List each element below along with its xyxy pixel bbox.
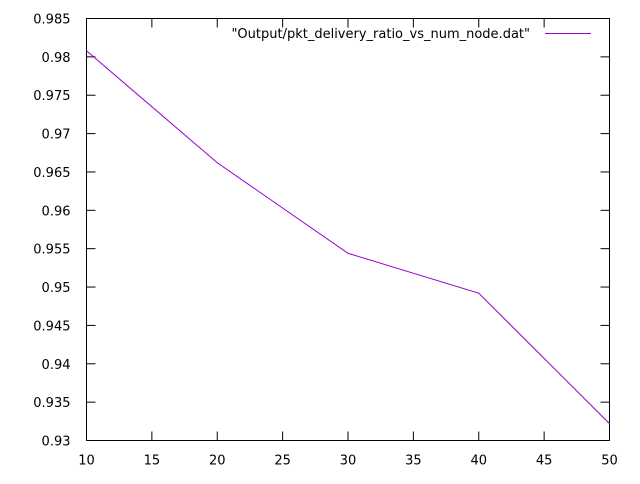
legend-label: "Output/pkt_delivery_ratio_vs_num_node.d… <box>231 27 530 42</box>
data-point <box>86 50 87 52</box>
x-tick-label: 15 <box>144 454 161 469</box>
y-tick-label: 0.945 <box>33 319 70 334</box>
x-tick-label: 45 <box>536 454 553 469</box>
y-tick-label: 0.97 <box>42 128 71 143</box>
plot-frame <box>86 18 610 441</box>
y-tick-label: 0.975 <box>33 89 70 104</box>
y-tick-label: 0.94 <box>42 358 71 373</box>
x-tick-label: 10 <box>78 454 95 469</box>
x-tick-label: 35 <box>405 454 422 469</box>
data-point <box>216 162 218 164</box>
series-layer <box>86 50 610 425</box>
series-line <box>86 50 610 424</box>
legend: "Output/pkt_delivery_ratio_vs_num_node.d… <box>231 27 591 42</box>
y-tick-label: 0.93 <box>42 435 71 450</box>
y-tick-label: 0.98 <box>42 51 71 66</box>
data-point <box>347 252 349 254</box>
y-tick-label: 0.955 <box>33 243 70 258</box>
x-axis: 10 15 20 25 30 35 40 45 50 <box>78 18 618 469</box>
x-tick-label: 25 <box>274 454 291 469</box>
x-tick-label: 50 <box>601 454 618 469</box>
data-point <box>478 292 480 294</box>
x-tick-label: 30 <box>340 454 357 469</box>
y-tick-label: 0.935 <box>33 396 70 411</box>
y-tick-label: 0.96 <box>42 204 71 219</box>
x-tick-label: 40 <box>470 454 487 469</box>
y-axis: 0.93 0.935 0.94 0.945 0.95 0.955 0.96 0.965 0.97… <box>33 13 610 450</box>
data-point <box>609 423 610 425</box>
y-tick-label: 0.965 <box>33 166 70 181</box>
x-tick-label: 20 <box>209 454 226 469</box>
y-tick-label: 0.985 <box>33 13 70 28</box>
y-tick-label: 0.95 <box>42 281 71 296</box>
